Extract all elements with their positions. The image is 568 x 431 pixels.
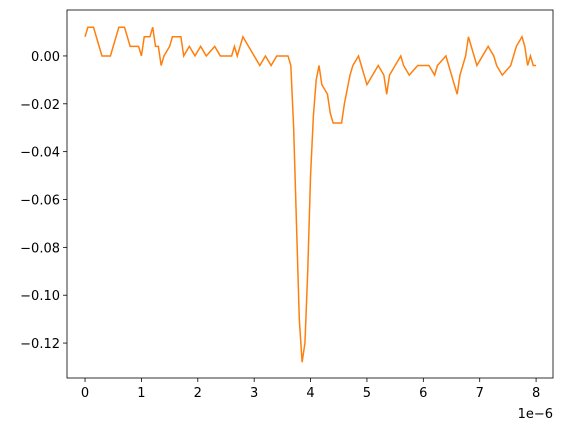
x-tick-label: 6: [419, 386, 427, 401]
y-tick-label: −0.08: [20, 241, 60, 256]
y-tick-label: −0.06: [20, 194, 60, 209]
x-tick-label: 1: [137, 386, 145, 401]
y-tick-label: −0.02: [20, 98, 60, 113]
x-offset-label: 1e−6: [518, 407, 553, 422]
plot-frame: [66, 9, 554, 379]
x-tick-label: 7: [476, 386, 484, 401]
x-tick-label: 3: [250, 386, 258, 401]
x-tick-label: 8: [532, 386, 540, 401]
x-tick-label: 5: [363, 386, 371, 401]
data-line: [84, 26, 537, 363]
y-tick-label: −0.10: [20, 289, 60, 304]
y-tick-label: 0.00: [31, 50, 60, 65]
y-tick-label: −0.12: [20, 337, 60, 352]
x-tick-label: 2: [194, 386, 202, 401]
x-tick-label: 0: [81, 386, 89, 401]
x-tick-label: 4: [306, 386, 314, 401]
y-tick-label: −0.04: [20, 146, 60, 161]
